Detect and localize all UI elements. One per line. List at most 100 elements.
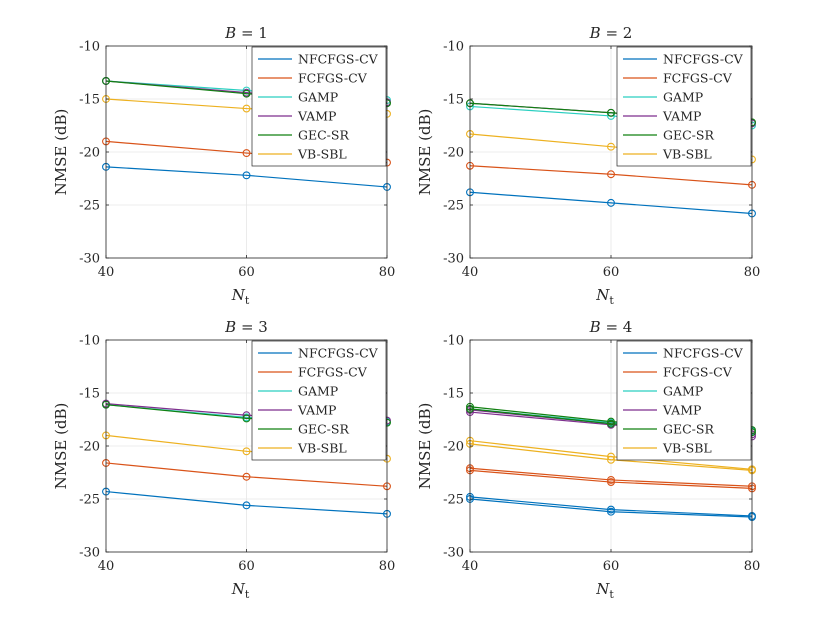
chart-title-variable: B [224,24,236,42]
chart-title-value: = 4 [601,318,633,336]
legend-label-vb-sbl: VB-SBL [662,147,712,162]
y-tick-label: -30 [443,252,464,267]
data-point-gec-sr [242,89,251,98]
legend-box [616,340,752,461]
series-line-nfcfgs-cv [469,498,753,518]
x-axis-label: Nt [231,580,250,601]
x-tick-label: 60 [603,265,620,280]
y-tick-label: -15 [79,387,100,402]
legend-label-gamp: GAMP [298,384,338,399]
x-axis-label-subscript: t [609,294,614,307]
legend-label-gec-sr: GEC-SR [663,422,714,437]
legend-label-vamp: VAMP [662,109,701,124]
series-line-fcfgs-cv [469,165,753,186]
y-tick-label: -25 [79,493,100,508]
y-axis-label: NMSE (dB) [416,109,434,196]
y-axis-label: NMSE (dB) [52,403,70,490]
legend-label-nfcfgs-cv: NFCFGS-CV [663,346,744,361]
legend-label-fcfgs-cv: FCFGS-CV [298,71,368,86]
legend-label-nfcfgs-cv: NFCFGS-CV [298,346,379,361]
series-line-nfcfgs-cv [105,166,388,188]
data-point-gec-sr [607,108,615,117]
x-tick-label: 60 [238,559,255,574]
x-tick-label: 60 [238,265,255,280]
legend-label-vb-sbl: VB-SBL [297,147,347,162]
data-point-nfcfgs-cv [242,171,251,180]
data-point-fcfgs-cv [607,170,615,179]
legend: NFCFGS-CV FCFGS-CV GAMP VAMP GEC-SR VB-SBL [251,340,387,461]
y-tick-label: -20 [79,440,100,455]
y-tick-label: -15 [443,93,464,108]
legend-label-gamp: GAMP [663,384,703,399]
chart-title: B = 1 [224,24,268,42]
data-point-vb-sbl [242,104,251,113]
legend-label-fcfgs-cv: FCFGS-CV [663,365,733,380]
x-tick-label: 60 [603,559,620,574]
y-tick-label: -25 [79,199,100,214]
x-tick-label: 40 [98,265,115,280]
data-point-nfcfgs-cv [607,198,615,207]
legend-label-nfcfgs-cv: NFCFGS-CV [663,52,744,67]
legend-label-vb-sbl: VB-SBL [297,441,347,456]
data-point-fcfgs-cv [607,475,615,484]
chart-title: B = 3 [224,318,268,336]
chart-title-value: = 1 [236,24,268,42]
x-tick-label: 80 [744,265,761,280]
y-axis-label: NMSE (dB) [52,109,70,196]
x-tick-label: 40 [462,265,479,280]
legend-label-nfcfgs-cv: NFCFGS-CV [298,52,379,67]
legend-label-gamp: GAMP [663,90,703,105]
x-axis-label: Nt [231,286,250,307]
y-tick-label: -10 [443,40,464,55]
series-line-fcfgs-cv [469,469,753,489]
legend: NFCFGS-CV FCFGS-CV GAMP VAMP GEC-SR VB-SBL [251,46,387,167]
data-point-vb-sbl [607,455,615,464]
x-axis-label-main: N [595,580,610,598]
x-tick-label: 40 [462,559,479,574]
data-point-vb-sbl [607,142,615,151]
y-tick-label: -20 [79,146,100,161]
x-tick-label: 40 [98,559,115,574]
chart-title-variable: B [589,318,601,336]
x-tick-label: 80 [379,265,396,280]
x-axis-label-main: N [595,286,610,304]
legend-label-gamp: GAMP [298,90,338,105]
legend-label-fcfgs-cv: FCFGS-CV [663,71,733,86]
y-tick-label: -30 [443,546,464,561]
data-point-gec-sr [607,419,615,428]
legend-box [251,46,387,167]
y-tick-label: -15 [79,93,100,108]
legend-box [616,46,752,167]
y-tick-label: -30 [79,252,100,267]
y-tick-label: -10 [79,40,100,55]
y-tick-label: -10 [443,334,464,349]
y-tick-label: -10 [79,334,100,349]
x-axis-label: Nt [595,580,614,601]
legend-label-gec-sr: GEC-SR [298,128,349,143]
legend-label-gec-sr: GEC-SR [298,422,349,437]
legend-label-vb-sbl: VB-SBL [662,441,712,456]
series-line-fcfgs-cv [469,467,753,487]
y-axis-label: NMSE (dB) [416,403,434,490]
legend-label-vamp: VAMP [297,403,336,418]
legend-label-gec-sr: GEC-SR [663,128,714,143]
data-point-fcfgs-cv [607,478,615,486]
legend: NFCFGS-CV FCFGS-CV GAMP VAMP GEC-SR VB-SBL [616,340,752,461]
chart-title-value: = 2 [601,24,633,42]
x-axis-label-main: N [231,286,246,304]
legend-label-vamp: VAMP [662,403,701,418]
y-tick-label: -15 [443,387,464,402]
data-point-nfcfgs-cv [607,507,615,516]
x-axis-label-main: N [231,580,246,598]
y-tick-label: -25 [443,199,464,214]
chart-title: B = 4 [589,318,633,336]
data-point-vb-sbl [242,447,251,456]
y-tick-label: -20 [443,440,464,455]
chart-title-variable: B [589,24,601,42]
data-point-nfcfgs-cv [242,501,251,510]
